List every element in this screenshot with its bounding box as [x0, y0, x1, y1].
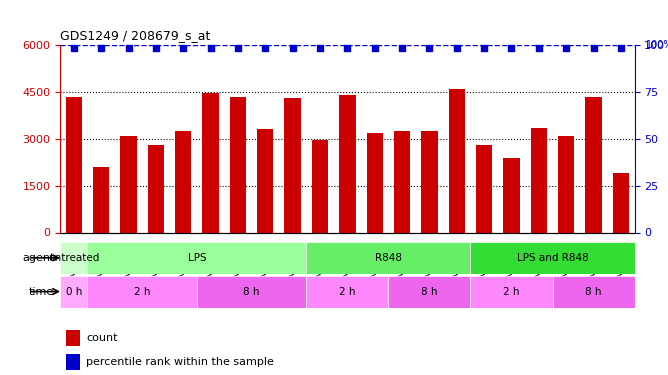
FancyBboxPatch shape — [88, 242, 307, 274]
Text: 2 h: 2 h — [134, 286, 150, 297]
FancyBboxPatch shape — [307, 242, 470, 274]
Point — [424, 45, 435, 51]
Text: time: time — [29, 286, 54, 297]
Point — [616, 45, 627, 51]
Bar — [230, 97, 246, 232]
Bar — [257, 129, 273, 232]
Bar — [175, 131, 192, 232]
FancyBboxPatch shape — [60, 242, 88, 274]
Text: percentile rank within the sample: percentile rank within the sample — [86, 357, 274, 367]
Text: 2 h: 2 h — [503, 286, 520, 297]
Point — [397, 45, 407, 51]
Text: 100%: 100% — [646, 40, 668, 50]
Point — [68, 45, 79, 51]
Point — [232, 45, 243, 51]
Bar — [66, 330, 80, 346]
Bar — [503, 158, 520, 232]
Bar — [202, 93, 219, 232]
Point — [287, 45, 298, 51]
Text: 8 h: 8 h — [243, 286, 260, 297]
Text: 8 h: 8 h — [422, 286, 438, 297]
Point — [479, 45, 490, 51]
Point — [260, 45, 271, 51]
Point — [96, 45, 106, 51]
FancyBboxPatch shape — [388, 276, 470, 308]
Bar — [613, 173, 629, 232]
Bar — [339, 95, 355, 232]
Text: 8 h: 8 h — [585, 286, 602, 297]
Point — [178, 45, 188, 51]
Bar — [312, 140, 328, 232]
Point — [342, 45, 353, 51]
Point — [150, 45, 161, 51]
Point — [315, 45, 325, 51]
Bar — [367, 132, 383, 232]
Point — [589, 45, 599, 51]
Text: LPS: LPS — [188, 253, 206, 263]
Bar — [449, 89, 465, 232]
Point — [561, 45, 572, 51]
Bar — [93, 167, 110, 232]
Bar — [148, 145, 164, 232]
Text: GDS1249 / 208679_s_at: GDS1249 / 208679_s_at — [60, 30, 210, 42]
Text: R848: R848 — [375, 253, 402, 263]
FancyBboxPatch shape — [88, 276, 197, 308]
Bar — [530, 128, 547, 232]
Bar — [422, 131, 438, 232]
Bar — [585, 97, 602, 232]
Point — [369, 45, 380, 51]
FancyBboxPatch shape — [470, 276, 552, 308]
Bar — [285, 98, 301, 232]
Point — [205, 45, 216, 51]
Text: LPS and R848: LPS and R848 — [516, 253, 589, 263]
Text: agent: agent — [22, 253, 54, 263]
Point — [452, 45, 462, 51]
Bar — [65, 97, 82, 232]
Bar — [120, 136, 137, 232]
Point — [506, 45, 517, 51]
Bar — [66, 354, 80, 370]
FancyBboxPatch shape — [60, 276, 88, 308]
Bar — [476, 145, 492, 232]
Text: untreated: untreated — [48, 253, 100, 263]
Point — [534, 45, 544, 51]
FancyBboxPatch shape — [552, 276, 635, 308]
FancyBboxPatch shape — [470, 242, 635, 274]
FancyBboxPatch shape — [197, 276, 307, 308]
Point — [123, 45, 134, 51]
FancyBboxPatch shape — [307, 276, 388, 308]
Text: count: count — [86, 333, 118, 343]
Text: 0 h: 0 h — [65, 286, 82, 297]
Bar — [394, 131, 410, 232]
Text: 2 h: 2 h — [339, 286, 355, 297]
Bar — [558, 136, 574, 232]
